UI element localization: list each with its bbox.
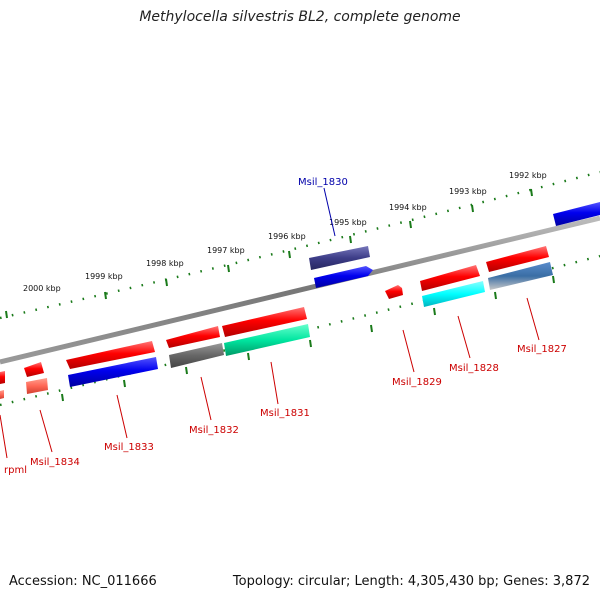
leader-msil-1832: [200, 376, 212, 421]
feature-msil-1833-red[interactable]: [66, 341, 155, 369]
major-tick: [247, 352, 250, 361]
feature-msil-1827-red[interactable]: [486, 246, 549, 272]
leader-msil-1830: [323, 187, 336, 237]
gene-label-msil-1829[interactable]: Msil_1829: [392, 377, 442, 388]
tick-label-1999: 1999 kbp: [85, 272, 123, 281]
major-tick: [309, 339, 312, 348]
tick-label-1998: 1998 kbp: [146, 259, 184, 268]
gene-label-msil-1833[interactable]: Msil_1833: [104, 442, 154, 453]
feature-msil-1827-steel[interactable]: [488, 262, 553, 290]
leader-lines: [0, 187, 540, 459]
accession-text: Accession: NC_011666: [9, 574, 157, 589]
tick-label-1995: 1995 kbp: [329, 218, 367, 227]
feature-red-1829[interactable]: [385, 285, 403, 299]
major-tick: [5, 310, 8, 319]
feature-blue-edge[interactable]: [553, 202, 600, 226]
feature-msil-1832-red[interactable]: [166, 326, 220, 348]
tick-label-1992: 1992 kbp: [509, 171, 547, 180]
leader-msil-1834: [39, 409, 53, 453]
major-tick: [165, 278, 168, 287]
major-tick: [409, 220, 412, 229]
feature-blue-arrow[interactable]: [314, 266, 373, 288]
major-tick: [530, 188, 533, 197]
gene-label-msil-1832[interactable]: Msil_1832: [189, 425, 239, 436]
feature-msil-1828-red[interactable]: [420, 265, 480, 291]
gene-label-msil-1831[interactable]: Msil_1831: [260, 408, 310, 419]
gene-label-msil-1830[interactable]: Msil_1830: [298, 177, 348, 188]
major-tick: [185, 366, 188, 375]
major-tick: [370, 324, 373, 333]
major-tick: [227, 264, 230, 273]
feature-rpml[interactable]: [0, 371, 5, 399]
feature-msil-1832-gray[interactable]: [169, 343, 224, 368]
major-tick: [104, 291, 107, 300]
leader-msil-1829: [402, 329, 415, 373]
major-tick: [552, 275, 555, 284]
inner-tick-ring: [0, 254, 600, 407]
feature-msil-1831-red[interactable]: [222, 307, 307, 337]
tick-label-1994: 1994 kbp: [389, 203, 427, 212]
leader-msil-1827: [526, 297, 540, 341]
genome-backbone: [0, 215, 600, 365]
leader-msil-1831: [270, 361, 279, 405]
feature-msil-1828-cyan[interactable]: [422, 281, 485, 307]
major-tick: [61, 393, 64, 402]
topology-text: Topology: circular; Length: 4,305,430 bp…: [232, 574, 590, 589]
tick-label-1997: 1997 kbp: [207, 246, 245, 255]
gene-label-msil-1834[interactable]: Msil_1834: [30, 457, 80, 468]
feature-msil-1830[interactable]: [309, 246, 370, 270]
gene-label-msil-1827[interactable]: Msil_1827: [517, 344, 567, 355]
leader-msil-1828: [457, 315, 471, 359]
feature-msil-1834[interactable]: [24, 362, 48, 394]
outer-tick-ring: [0, 170, 600, 320]
feature-msil-1831-green[interactable]: [224, 324, 310, 356]
gene-label-rpml[interactable]: rpml: [4, 465, 27, 476]
major-tick: [433, 307, 436, 316]
major-tick: [123, 379, 126, 388]
gene-label-msil-1828[interactable]: Msil_1828: [449, 363, 499, 374]
leader-rpml: [0, 414, 8, 459]
major-tick: [288, 250, 291, 259]
major-tick: [349, 235, 352, 244]
tick-label-1996: 1996 kbp: [268, 232, 306, 241]
feature-msil-1833-blue[interactable]: [68, 357, 158, 387]
tick-label-2000: 2000 kbp: [23, 284, 61, 293]
tick-label-1993: 1993 kbp: [449, 187, 487, 196]
major-tick: [494, 291, 497, 300]
major-tick: [471, 204, 474, 213]
genome-title: Methylocella silvestris BL2, complete ge…: [139, 9, 461, 25]
leader-msil-1833: [116, 394, 128, 439]
